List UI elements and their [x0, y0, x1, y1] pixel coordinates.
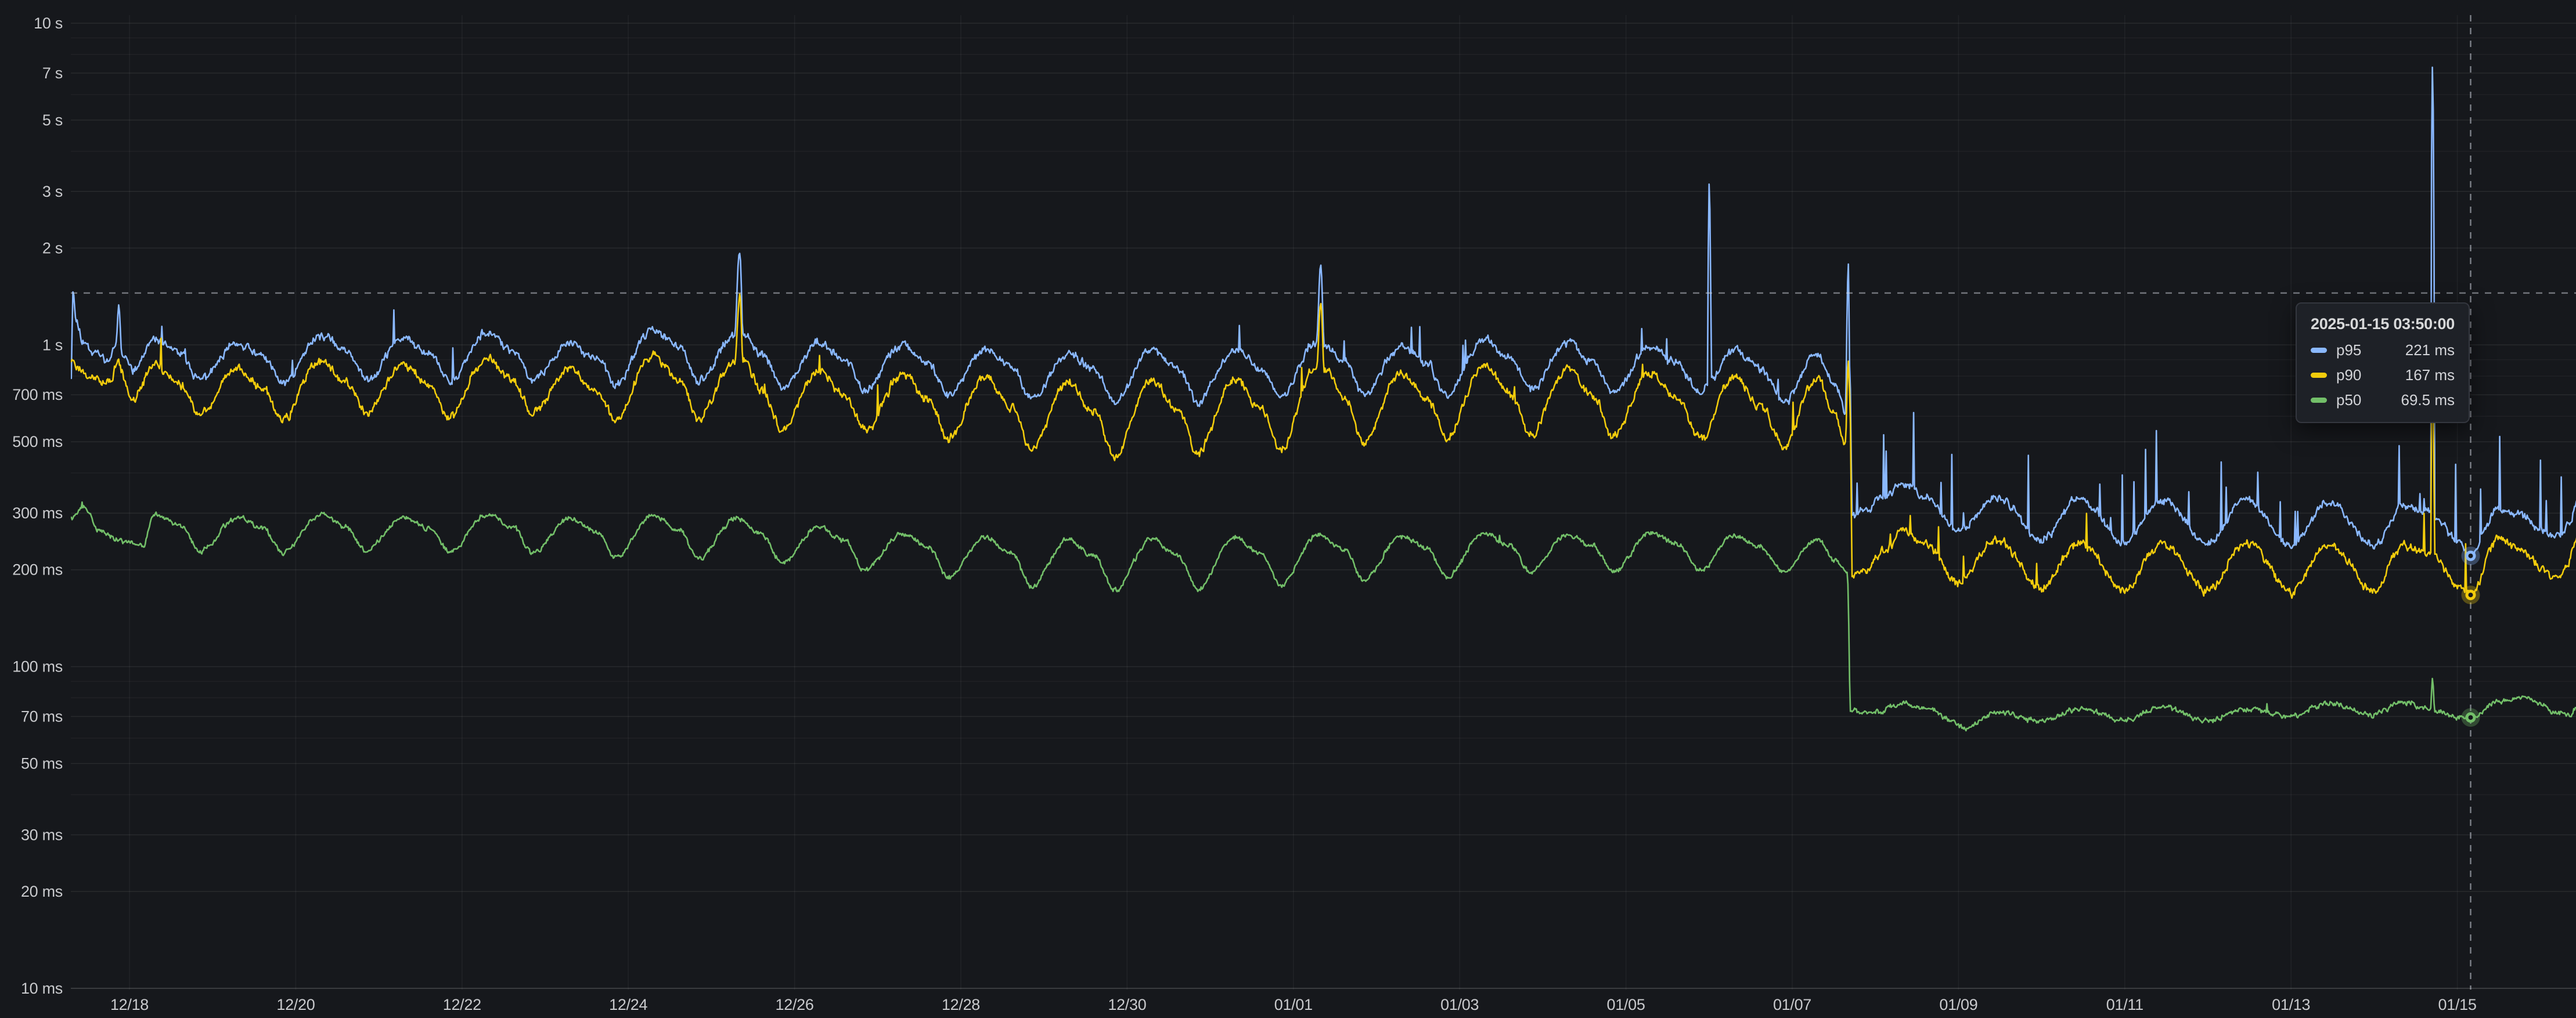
y-tick-label: 50 ms [21, 755, 63, 772]
x-tick-label: 01/15 [2438, 996, 2477, 1013]
x-tick-label: 12/26 [776, 996, 814, 1013]
x-tick-label: 12/24 [609, 996, 647, 1013]
crosshair [71, 15, 2576, 990]
x-tick-label: 01/01 [1274, 996, 1313, 1013]
chart-tooltip: 2025-01-15 03:50:00 p95 221 ms p90 167 m… [2296, 302, 2470, 423]
x-tick-label: 12/30 [1108, 996, 1146, 1013]
series-color-swatch-p95 [2311, 348, 2327, 353]
x-tick-label: 12/20 [276, 996, 315, 1013]
y-tick-label: 30 ms [21, 826, 63, 843]
x-tick-label: 01/05 [1607, 996, 1645, 1013]
y-tick-label: 3 s [42, 183, 63, 200]
series-color-swatch-p50 [2311, 398, 2327, 403]
hover-dot-center-p95 [2468, 553, 2473, 558]
series-color-swatch-p90 [2311, 373, 2327, 378]
y-tick-label: 100 ms [12, 658, 63, 676]
x-axis-labels: 12/18 12/20 12/22 12/24 12/26 12/28 12/30 01/01… [110, 996, 2477, 1013]
y-tick-label: 7 s [42, 64, 63, 82]
series-line-p50[interactable] [71, 501, 2576, 732]
y-tick-label: 300 ms [12, 504, 63, 522]
y-tick-label: 1 s [42, 336, 63, 353]
x-tick-label: 12/18 [110, 996, 149, 1013]
hover-dot-center-p50 [2468, 715, 2473, 720]
hover-dot-center-p90 [2468, 593, 2473, 598]
hover-point-markers [2461, 546, 2480, 727]
series-lines [71, 66, 2576, 732]
tooltip-row: p90 167 ms [2311, 366, 2455, 384]
series-line-p90[interactable] [71, 293, 2576, 599]
tooltip-series-label: p90 [2336, 366, 2362, 384]
tooltip-series-value: 221 ms [2405, 341, 2455, 359]
x-tick-label: 01/03 [1440, 996, 1479, 1013]
y-tick-label: 10 ms [21, 980, 63, 997]
tooltip-timestamp: 2025-01-15 03:50:00 [2311, 315, 2455, 333]
x-tick-label: 01/07 [1773, 996, 1811, 1013]
tooltip-series-label: p50 [2336, 391, 2362, 409]
x-tick-label: 12/28 [942, 996, 980, 1013]
y-axis-labels: 10 s 7 s 5 s 3 s 2 s 1 s 700 ms 500 ms 300 ms 200… [12, 15, 63, 997]
tooltip-series-value: 167 ms [2405, 366, 2455, 384]
y-tick-label: 20 ms [21, 883, 63, 900]
x-tick-label: 01/09 [1939, 996, 1977, 1013]
y-tick-label: 700 ms [12, 386, 63, 403]
x-gridlines [129, 15, 2458, 990]
y-tick-label: 10 s [34, 15, 63, 32]
y-tick-label: 70 ms [21, 708, 63, 725]
tooltip-series-value: 69.5 ms [2401, 391, 2455, 409]
x-tick-label: 01/11 [2106, 996, 2143, 1013]
series-line-p95[interactable] [71, 66, 2576, 559]
x-tick-label: 12/22 [443, 996, 481, 1013]
tooltip-row: p95 221 ms [2311, 341, 2455, 359]
tooltip-row: p50 69.5 ms [2311, 391, 2455, 409]
y-tick-label: 5 s [42, 111, 63, 129]
y-tick-label: 2 s [42, 239, 63, 257]
y-tick-label: 200 ms [12, 561, 63, 579]
y-gridlines [71, 23, 2576, 989]
tooltip-series-label: p95 [2336, 341, 2362, 359]
x-tick-label: 01/13 [2272, 996, 2310, 1013]
y-tick-label: 500 ms [12, 433, 63, 450]
